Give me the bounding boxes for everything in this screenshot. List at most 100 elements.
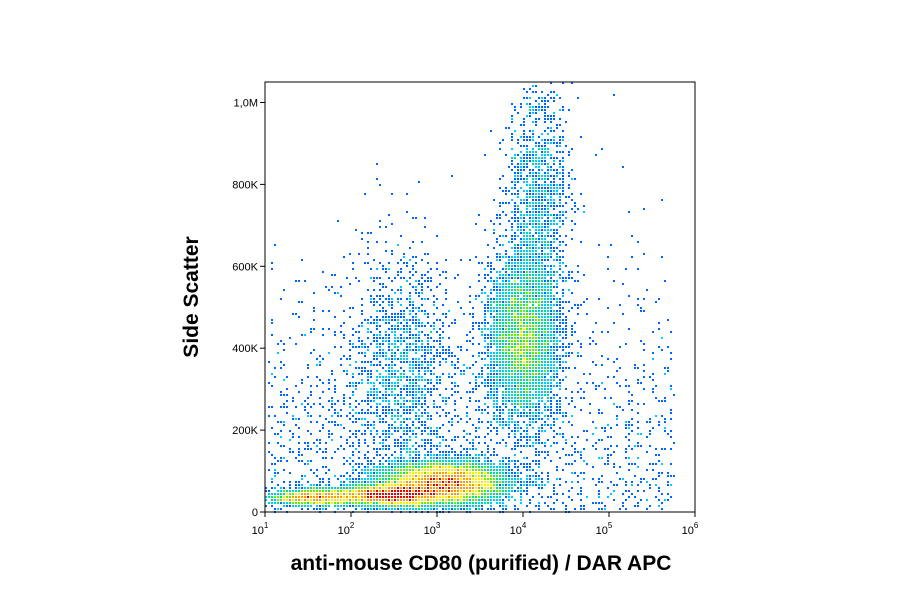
event-dot: [424, 448, 426, 450]
event-dot: [511, 355, 513, 357]
event-dot: [550, 346, 552, 348]
event-dot: [454, 487, 456, 489]
event-dot: [463, 454, 465, 456]
event-dot: [529, 253, 531, 255]
event-dot: [307, 430, 309, 432]
event-dot: [286, 388, 288, 390]
event-dot: [490, 499, 492, 501]
event-dot: [511, 496, 513, 498]
event-dot: [517, 445, 519, 447]
event-dot: [361, 382, 363, 384]
event-dot: [496, 433, 498, 435]
event-dot: [349, 385, 351, 387]
event-dot: [529, 202, 531, 204]
event-dot: [499, 244, 501, 246]
event-dot: [556, 337, 558, 339]
event-dot: [502, 370, 504, 372]
event-dot: [580, 241, 582, 243]
event-dot: [499, 316, 501, 318]
event-dot: [427, 433, 429, 435]
event-dot: [571, 415, 573, 417]
event-dot: [469, 400, 471, 402]
event-dot: [475, 475, 477, 477]
event-dot: [535, 388, 537, 390]
event-dot: [601, 457, 603, 459]
event-dot: [499, 142, 501, 144]
event-dot: [361, 418, 363, 420]
event-dot: [451, 175, 453, 177]
event-dot: [445, 316, 447, 318]
event-dot: [319, 481, 321, 483]
event-dot: [529, 406, 531, 408]
event-dot: [382, 448, 384, 450]
event-dot: [586, 496, 588, 498]
event-dot: [547, 106, 549, 108]
event-dot: [274, 244, 276, 246]
event-dot: [364, 484, 366, 486]
event-dot: [607, 358, 609, 360]
event-dot: [532, 211, 534, 213]
event-dot: [571, 220, 573, 222]
event-dot: [382, 439, 384, 441]
event-dot: [406, 451, 408, 453]
event-dot: [637, 445, 639, 447]
event-dot: [325, 505, 327, 507]
event-dot: [373, 424, 375, 426]
event-dot: [496, 286, 498, 288]
event-dot: [502, 391, 504, 393]
event-dot: [523, 268, 525, 270]
event-dot: [379, 490, 381, 492]
event-dot: [484, 502, 486, 504]
event-dot: [427, 502, 429, 504]
event-dot: [406, 496, 408, 498]
event-dot: [349, 436, 351, 438]
event-dot: [496, 466, 498, 468]
event-dot: [394, 292, 396, 294]
event-dot: [490, 340, 492, 342]
event-dot: [541, 190, 543, 192]
event-dot: [553, 328, 555, 330]
event-dot: [505, 355, 507, 357]
event-dot: [445, 487, 447, 489]
event-dot: [400, 442, 402, 444]
event-dot: [328, 388, 330, 390]
event-dot: [490, 355, 492, 357]
event-dot: [502, 355, 504, 357]
event-dot: [529, 184, 531, 186]
event-dot: [298, 280, 300, 282]
event-dot: [382, 496, 384, 498]
event-dot: [454, 505, 456, 507]
event-dot: [406, 463, 408, 465]
event-dot: [637, 502, 639, 504]
event-dot: [481, 382, 483, 384]
event-dot: [538, 436, 540, 438]
event-dot: [484, 475, 486, 477]
event-dot: [409, 448, 411, 450]
event-dot: [415, 436, 417, 438]
event-dot: [520, 163, 522, 165]
event-dot: [436, 505, 438, 507]
event-dot: [502, 460, 504, 462]
event-dot: [421, 430, 423, 432]
event-dot: [511, 238, 513, 240]
event-dot: [442, 493, 444, 495]
event-dot: [433, 340, 435, 342]
event-dot: [538, 172, 540, 174]
event-dot: [487, 490, 489, 492]
event-dot: [556, 340, 558, 342]
event-dot: [520, 367, 522, 369]
event-dot: [625, 448, 627, 450]
event-dot: [523, 286, 525, 288]
event-dot: [442, 397, 444, 399]
event-dot: [499, 484, 501, 486]
event-dot: [538, 106, 540, 108]
event-dot: [559, 382, 561, 384]
event-dot: [439, 427, 441, 429]
event-dot: [505, 358, 507, 360]
event-dot: [529, 175, 531, 177]
event-dot: [655, 415, 657, 417]
event-dot: [517, 340, 519, 342]
event-dot: [490, 325, 492, 327]
event-dot: [388, 490, 390, 492]
event-dot: [295, 493, 297, 495]
